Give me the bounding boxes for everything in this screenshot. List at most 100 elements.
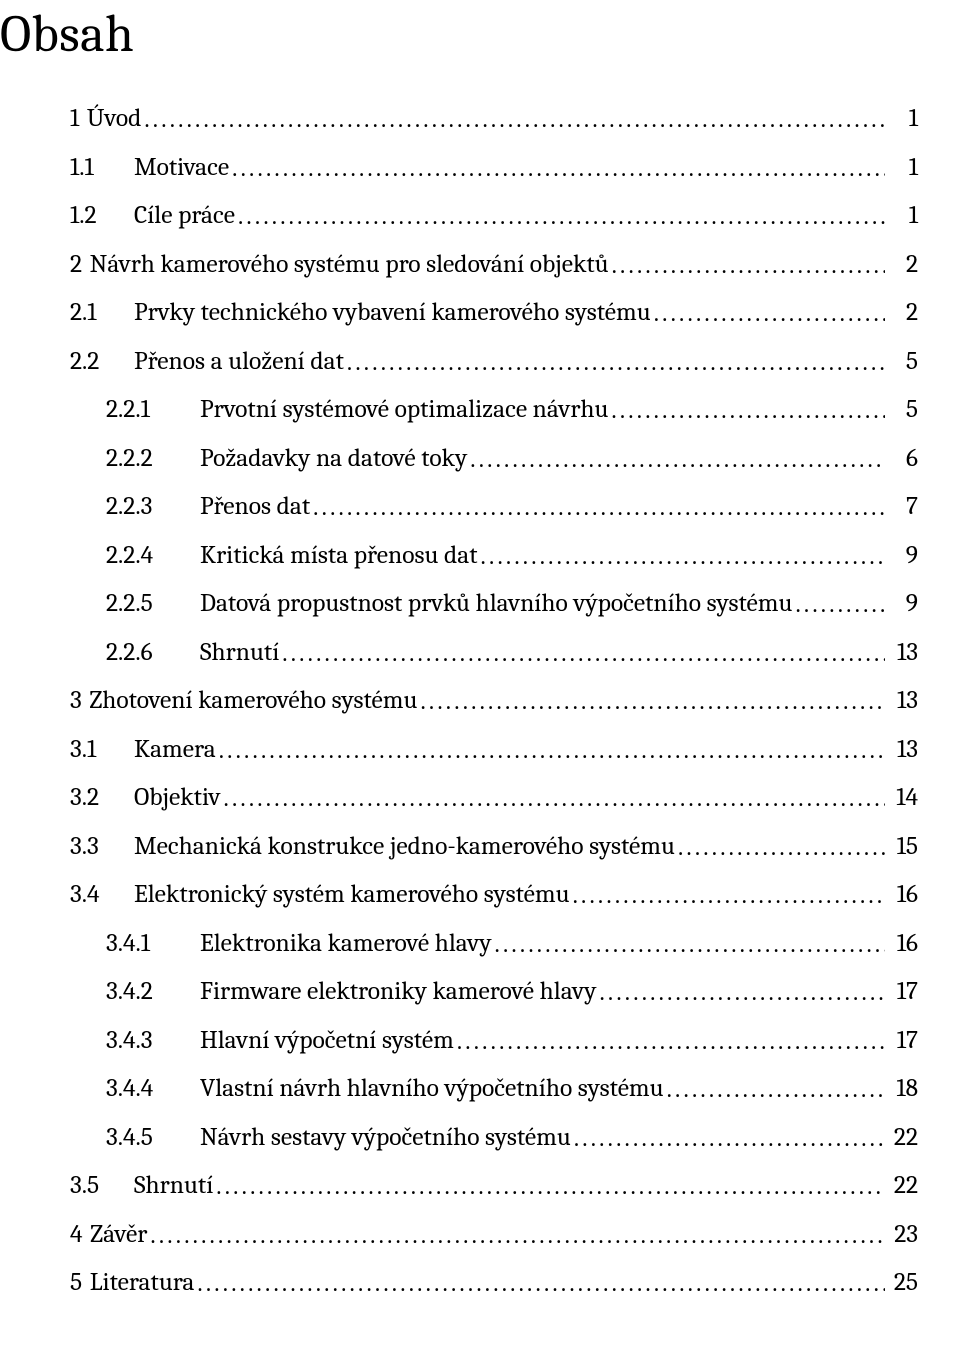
toc-page: Obsah 1 Úvod11.1Motivace11.2Cíle práce12… [0, 0, 960, 1359]
toc-leader-dots [457, 1029, 885, 1055]
toc-leader-dots [219, 738, 885, 764]
toc-entry-label: Hlavní výpočetní systém [200, 1028, 454, 1054]
toc-entry-page: 13 [888, 688, 918, 714]
toc-entry-label: Prvotní systémové optimalizace návrhu [200, 397, 608, 423]
toc-entry-number: 4 [70, 1222, 88, 1248]
toc-entry[interactable]: 2.2.1Prvotní systémové optimalizace návr… [42, 397, 918, 423]
toc-entry[interactable]: 1.1Motivace 1 [42, 155, 918, 181]
toc-entry-label: Motivace [134, 155, 229, 181]
toc-entry[interactable]: 3 Zhotovení kamerového systému13 [42, 688, 918, 714]
toc-entry[interactable]: 2 Návrh kamerového systému pro sledování… [42, 252, 918, 278]
toc-entry-label: Návrh kamerového systému pro sledování o… [90, 252, 609, 278]
toc-entry-label: Shrnutí [200, 640, 279, 666]
toc-entry[interactable]: 2.2.5Datová propustnost prvků hlavního v… [42, 591, 918, 617]
toc-entry-page: 22 [888, 1125, 918, 1151]
toc-entry[interactable]: 4 Závěr 23 [42, 1222, 918, 1248]
toc-leader-dots [612, 253, 885, 279]
toc-entry-page: 2 [888, 300, 918, 326]
toc-entry[interactable]: 3.4.5Návrh sestavy výpočetního systému22 [42, 1125, 918, 1151]
toc-entry-label: Elektronika kamerové hlavy [200, 931, 492, 957]
toc-entry-label: Vlastní návrh hlavního výpočetního systé… [200, 1076, 664, 1102]
toc-leader-dots [667, 1077, 885, 1103]
toc-entry[interactable]: 3.5Shrnutí 22 [42, 1173, 918, 1199]
toc-entry-page: 14 [888, 785, 918, 811]
toc-leader-dots [495, 932, 885, 958]
toc-leader-dots [150, 1223, 885, 1249]
toc-entry[interactable]: 3.4.3Hlavní výpočetní systém 17 [42, 1028, 918, 1054]
toc-entry[interactable]: 1 Úvod1 [42, 106, 918, 132]
toc-entry-number: 2.2.5 [106, 591, 200, 617]
toc-entry-label: Shrnutí [134, 1173, 213, 1199]
toc-entry-number: 2.2 [70, 349, 134, 375]
toc-entry-page: 13 [888, 737, 918, 763]
toc-entry-number: 2 [70, 252, 88, 278]
toc-entry-number: 1.1 [70, 155, 134, 181]
toc-entry[interactable]: 2.1Prvky technického vybavení kamerového… [42, 300, 918, 326]
toc-entry-page: 9 [888, 543, 918, 569]
toc-entry-number: 2.1 [70, 300, 134, 326]
toc-leader-dots [795, 592, 885, 618]
toc-entry-number: 3.2 [70, 785, 134, 811]
toc-entry-label: Objektiv [134, 785, 221, 811]
toc-entry-page: 23 [888, 1222, 918, 1248]
toc-entry-page: 17 [888, 979, 918, 1005]
toc-leader-dots [238, 204, 885, 230]
toc-entry[interactable]: 3.4.1Elektronika kamerové hlavy16 [42, 931, 918, 957]
toc-entry[interactable]: 3.3Mechanická konstrukce jedno-kamerovéh… [42, 834, 918, 860]
toc-entry-label: Přenos a uložení dat [134, 349, 344, 375]
toc-entry-number: 2.2.2 [106, 446, 200, 472]
toc-entry-page: 18 [888, 1076, 918, 1102]
toc-entry-page: 22 [888, 1173, 918, 1199]
toc-entry-number: 3 [70, 688, 87, 714]
toc-leader-dots [144, 107, 885, 133]
toc-leader-dots [347, 350, 885, 376]
toc-entry-label: Datová propustnost prvků hlavního výpoče… [200, 591, 792, 617]
toc-entry[interactable]: 3.4.2Firmware elektroniky kamerové hlavy… [42, 979, 918, 1005]
toc-entry-page: 6 [888, 446, 918, 472]
toc-leader-dots [282, 641, 885, 667]
toc-entry-number: 2.2.1 [106, 397, 200, 423]
toc-leader-dots [232, 156, 885, 182]
toc-entry-page: 1 [888, 155, 918, 181]
toc-entry-page: 25 [888, 1270, 918, 1296]
toc-entry[interactable]: 2.2.6Shrnutí13 [42, 640, 918, 666]
toc-entry-label: Kritická místa přenosu dat [200, 543, 478, 569]
toc-entry-number: 3.3 [70, 834, 134, 860]
toc-entry-label: Návrh sestavy výpočetního systému [200, 1125, 571, 1151]
toc-entry[interactable]: 3.4.4Vlastní návrh hlavního výpočetního … [42, 1076, 918, 1102]
toc-entry[interactable]: 5 Literatura25 [42, 1270, 918, 1296]
toc-entry-number: 3.4 [70, 882, 134, 908]
toc-entry[interactable]: 3.4Elektronický systém kamerového systém… [42, 882, 918, 908]
toc-entry-page: 13 [888, 640, 918, 666]
toc-entry-label: Cíle práce [134, 203, 235, 229]
toc-entry-number: 1 [70, 106, 85, 132]
toc-leader-dots [611, 398, 885, 424]
toc-entry-number: 3.4.4 [106, 1076, 200, 1102]
toc-entry[interactable]: 2.2.3Přenos dat7 [42, 494, 918, 520]
toc-entry-label: Prvky technického vybavení kamerového sy… [134, 300, 651, 326]
toc-leader-dots [574, 1126, 885, 1152]
toc-entry[interactable]: 3.1Kamera13 [42, 737, 918, 763]
toc-leader-dots [599, 980, 885, 1006]
toc-leader-dots [481, 544, 885, 570]
toc-leader-dots [420, 689, 885, 715]
toc-entry[interactable]: 2.2.2Požadavky na datové toky6 [42, 446, 918, 472]
toc-entry-number: 3.4.3 [106, 1028, 200, 1054]
toc-entry-label: Závěr [90, 1222, 147, 1248]
toc-entry-label: Firmware elektroniky kamerové hlavy [200, 979, 596, 1005]
toc-entry[interactable]: 3.2Objektiv 14 [42, 785, 918, 811]
toc-entry-number: 3.1 [70, 737, 134, 763]
toc-entry-page: 1 [888, 106, 918, 132]
toc-entry-page: 16 [888, 931, 918, 957]
toc-entry[interactable]: 2.2Přenos a uložení dat5 [42, 349, 918, 375]
toc-entry-page: 16 [888, 882, 918, 908]
toc-entry[interactable]: 1.2Cíle práce1 [42, 203, 918, 229]
toc-entry[interactable]: 2.2.4Kritická místa přenosu dat 9 [42, 543, 918, 569]
toc-entry-number: 3.5 [70, 1173, 134, 1199]
toc-list: 1 Úvod1 1.1Motivace 1 1.2Cíle práce1 2 Návrh… [42, 106, 918, 1296]
toc-entry-label: Elektronický systém kamerového systému [134, 882, 570, 908]
toc-entry-page: 17 [888, 1028, 918, 1054]
toc-leader-dots [654, 301, 885, 327]
toc-leader-dots [216, 1174, 885, 1200]
toc-entry-number: 2.2.4 [106, 543, 200, 569]
